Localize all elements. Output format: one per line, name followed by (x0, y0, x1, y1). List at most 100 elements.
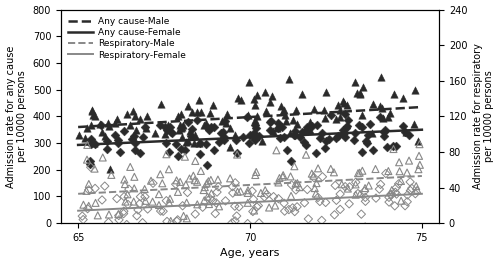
Point (376, 182, 384, 186)
Point (202, 142, 210, 146)
Point (192, 159, 200, 163)
Point (208, 191, 216, 195)
Point (406, 180, 414, 184)
Point (165, 201, 173, 205)
Point (112, 121, 120, 125)
Point (390, 92, 398, 96)
Point (231, 133, 239, 138)
Point (290, 118, 298, 122)
Point (91, 186, 99, 191)
Point (182, 139, 190, 144)
Point (266, 128, 274, 133)
Point (215, 204, 223, 209)
Point (114, 212, 122, 216)
Point (202, 181, 210, 186)
Point (260, 195, 268, 199)
Point (184, 190, 192, 195)
Point (314, 166, 322, 171)
Point (218, 119, 226, 123)
Point (263, 192, 271, 196)
Point (244, 221, 252, 226)
Point (258, 139, 266, 144)
Point (406, 188, 414, 193)
Point (174, 154, 182, 158)
Point (213, 190, 221, 194)
Point (361, 186, 369, 190)
Point (92, 114, 100, 118)
Point (404, 193, 411, 197)
Point (232, 214, 240, 218)
Point (222, 199, 230, 203)
Point (90, 140, 98, 145)
Point (162, 152, 170, 156)
Point (155, 203, 163, 207)
Point (274, 180, 282, 185)
Point (376, 115, 384, 119)
Point (195, 98, 203, 102)
Point (188, 127, 196, 131)
Point (250, 130, 258, 135)
Point (156, 172, 164, 176)
Point (343, 103, 351, 108)
Point (286, 174, 294, 178)
Point (105, 124, 113, 128)
Point (392, 144, 400, 148)
Point (178, 125, 186, 129)
Point (249, 209, 257, 214)
Point (164, 150, 172, 154)
Point (172, 142, 180, 146)
Point (399, 124, 407, 128)
Point (272, 148, 280, 152)
Point (134, 208, 142, 212)
Point (391, 204, 399, 208)
Point (340, 99, 347, 103)
Point (98, 198, 106, 202)
Point (291, 129, 299, 133)
Point (166, 125, 174, 129)
Point (163, 219, 171, 224)
Point (222, 119, 230, 123)
Point (85, 182, 93, 186)
Point (302, 143, 310, 147)
Point (400, 130, 408, 134)
Point (304, 187, 312, 192)
Point (339, 132, 347, 136)
Point (292, 188, 300, 192)
Point (115, 213, 123, 218)
Point (76, 235, 84, 239)
Point (250, 118, 258, 122)
Point (122, 223, 130, 227)
Point (398, 96, 406, 101)
Point (360, 189, 368, 193)
Point (208, 199, 216, 203)
Point (316, 199, 324, 204)
Point (326, 113, 334, 117)
Point (276, 136, 284, 140)
Point (188, 110, 196, 115)
Point (204, 128, 212, 132)
Point (178, 135, 186, 139)
Point (114, 141, 122, 145)
Point (136, 202, 143, 206)
Point (334, 134, 342, 138)
Point (141, 195, 149, 199)
Point (136, 117, 143, 121)
Point (338, 182, 345, 186)
Point (274, 197, 282, 201)
Point (340, 135, 348, 139)
Point (186, 176, 194, 181)
Point (362, 139, 370, 143)
Point (364, 183, 372, 188)
Point (356, 171, 364, 175)
Point (166, 130, 174, 135)
Point (191, 178, 199, 182)
Point (336, 108, 344, 112)
Point (322, 200, 330, 205)
Point (92, 201, 100, 205)
Point (291, 133, 299, 137)
Point (176, 122, 184, 127)
Point (290, 164, 298, 168)
Point (356, 92, 364, 96)
Point (93, 229, 101, 233)
Point (280, 201, 288, 205)
